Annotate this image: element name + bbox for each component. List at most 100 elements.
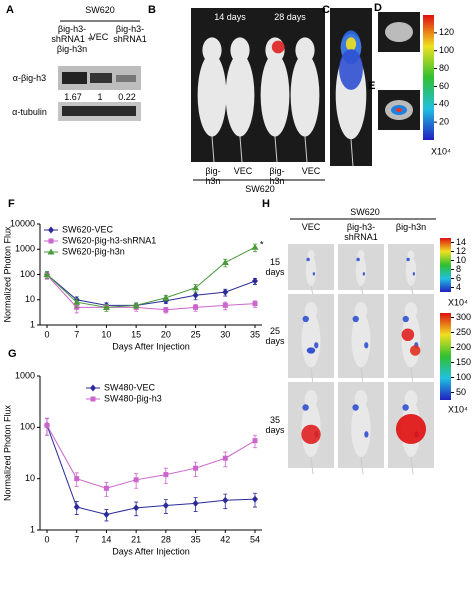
panel-label: E [368, 80, 376, 92]
decorations [197, 22, 434, 475]
dish [385, 22, 413, 42]
mouse-head [304, 302, 318, 319]
mouse-tail [310, 456, 314, 475]
legend-label: SW620-βig-h3-shRNA1 [62, 235, 156, 245]
signal [402, 404, 409, 411]
ratio: 1 [97, 92, 103, 102]
marker [221, 258, 229, 265]
x-tick-label: 10 [101, 329, 111, 339]
series-line [46, 274, 256, 306]
mouse-body [290, 53, 320, 137]
marker [192, 499, 199, 507]
signal [306, 257, 310, 262]
signal [401, 328, 415, 342]
marker [222, 496, 229, 504]
colorbar [423, 15, 434, 140]
panel-label: A [6, 4, 14, 16]
marker [222, 302, 228, 308]
colorbar-tick-label: 14 [456, 237, 466, 247]
colorbar [440, 238, 451, 292]
marker [192, 284, 200, 291]
legend-label: SW480-βig-h3 [104, 393, 162, 403]
mouse-head [354, 302, 368, 319]
timepoint: 14 days [214, 12, 246, 22]
series-line [46, 274, 256, 311]
row-label: 25 days [265, 326, 285, 346]
column-label: VEC [89, 32, 109, 42]
y-axis-title: Normalized Photon Flux [2, 226, 12, 323]
marker [192, 291, 199, 299]
marker [73, 298, 81, 305]
series-line [46, 424, 256, 489]
x-axis-title: Days After Injection [112, 341, 190, 351]
colorbar-unit: X10⁴ [448, 297, 468, 307]
annotation: * [260, 240, 264, 250]
colorbar-tick-label: 4 [456, 282, 461, 292]
x-tick-label: 0 [44, 534, 49, 544]
signal [406, 257, 410, 262]
marker [48, 226, 54, 234]
series-line [46, 425, 256, 516]
legend-label: SW480-VEC [104, 382, 156, 392]
x-axis-title: Days After Injection [112, 546, 190, 556]
marker [163, 307, 169, 313]
y-tick-label: 10 [25, 294, 35, 304]
mouse-head [307, 250, 315, 260]
y-tick-label: 1000 [15, 244, 35, 254]
signal [271, 40, 285, 54]
signal [345, 37, 357, 51]
x-tick-label: 30 [220, 329, 230, 339]
marker [73, 503, 80, 511]
colorbar-tick-label: 100 [439, 45, 454, 55]
band [116, 75, 136, 82]
panel-label: B [148, 4, 156, 16]
row-label: 35 days [265, 415, 285, 435]
marker [48, 238, 54, 244]
signal [402, 315, 409, 323]
cell-line: SW620 [350, 207, 380, 217]
marker [44, 422, 50, 428]
signal [412, 272, 416, 276]
group-label: VEC [301, 166, 321, 176]
mouse-tail [274, 136, 278, 163]
mouse-tail [211, 136, 215, 163]
marker [252, 277, 258, 285]
signal [396, 108, 402, 112]
mouse-body [225, 53, 255, 137]
x-tick-label: 21 [131, 534, 141, 544]
colorbar-tick-label: 50 [456, 387, 466, 397]
mouse-head [230, 37, 250, 63]
marker [222, 455, 228, 461]
marker [163, 472, 169, 478]
column-label: βig-h3-shRNA1 [344, 222, 378, 242]
signal [362, 272, 366, 276]
x-tick-label: 0 [44, 329, 49, 339]
row-label: α-tubulin [12, 107, 47, 117]
mouse-body [197, 53, 227, 137]
signal [364, 342, 369, 349]
signal [352, 315, 359, 323]
colorbar-tick-label: 120 [439, 27, 454, 37]
colorbar-unit: X10⁴ [431, 146, 451, 156]
group-label: βig-h3n [269, 166, 285, 186]
x-tick-label: 54 [250, 534, 260, 544]
band [62, 72, 87, 84]
mouse-body [405, 256, 417, 286]
colorbar-tick-label: 8 [456, 264, 461, 274]
marker [74, 476, 80, 482]
signal [356, 257, 360, 262]
mouse-tail [410, 367, 414, 385]
column-label: βig-h3-shRNA1 [113, 24, 147, 44]
marker [90, 384, 96, 392]
timepoint: 28 days [274, 12, 306, 22]
marker [102, 303, 110, 310]
signal [302, 315, 309, 323]
ratio: 1.67 [64, 92, 82, 102]
mouse-tail [304, 136, 308, 163]
mouse-body [305, 256, 317, 286]
mouse-tail [350, 139, 354, 167]
colorbar-unit: X10⁴ [448, 404, 468, 414]
y-axis-title: Normalized Photon Flux [2, 404, 12, 501]
marker [193, 304, 199, 310]
